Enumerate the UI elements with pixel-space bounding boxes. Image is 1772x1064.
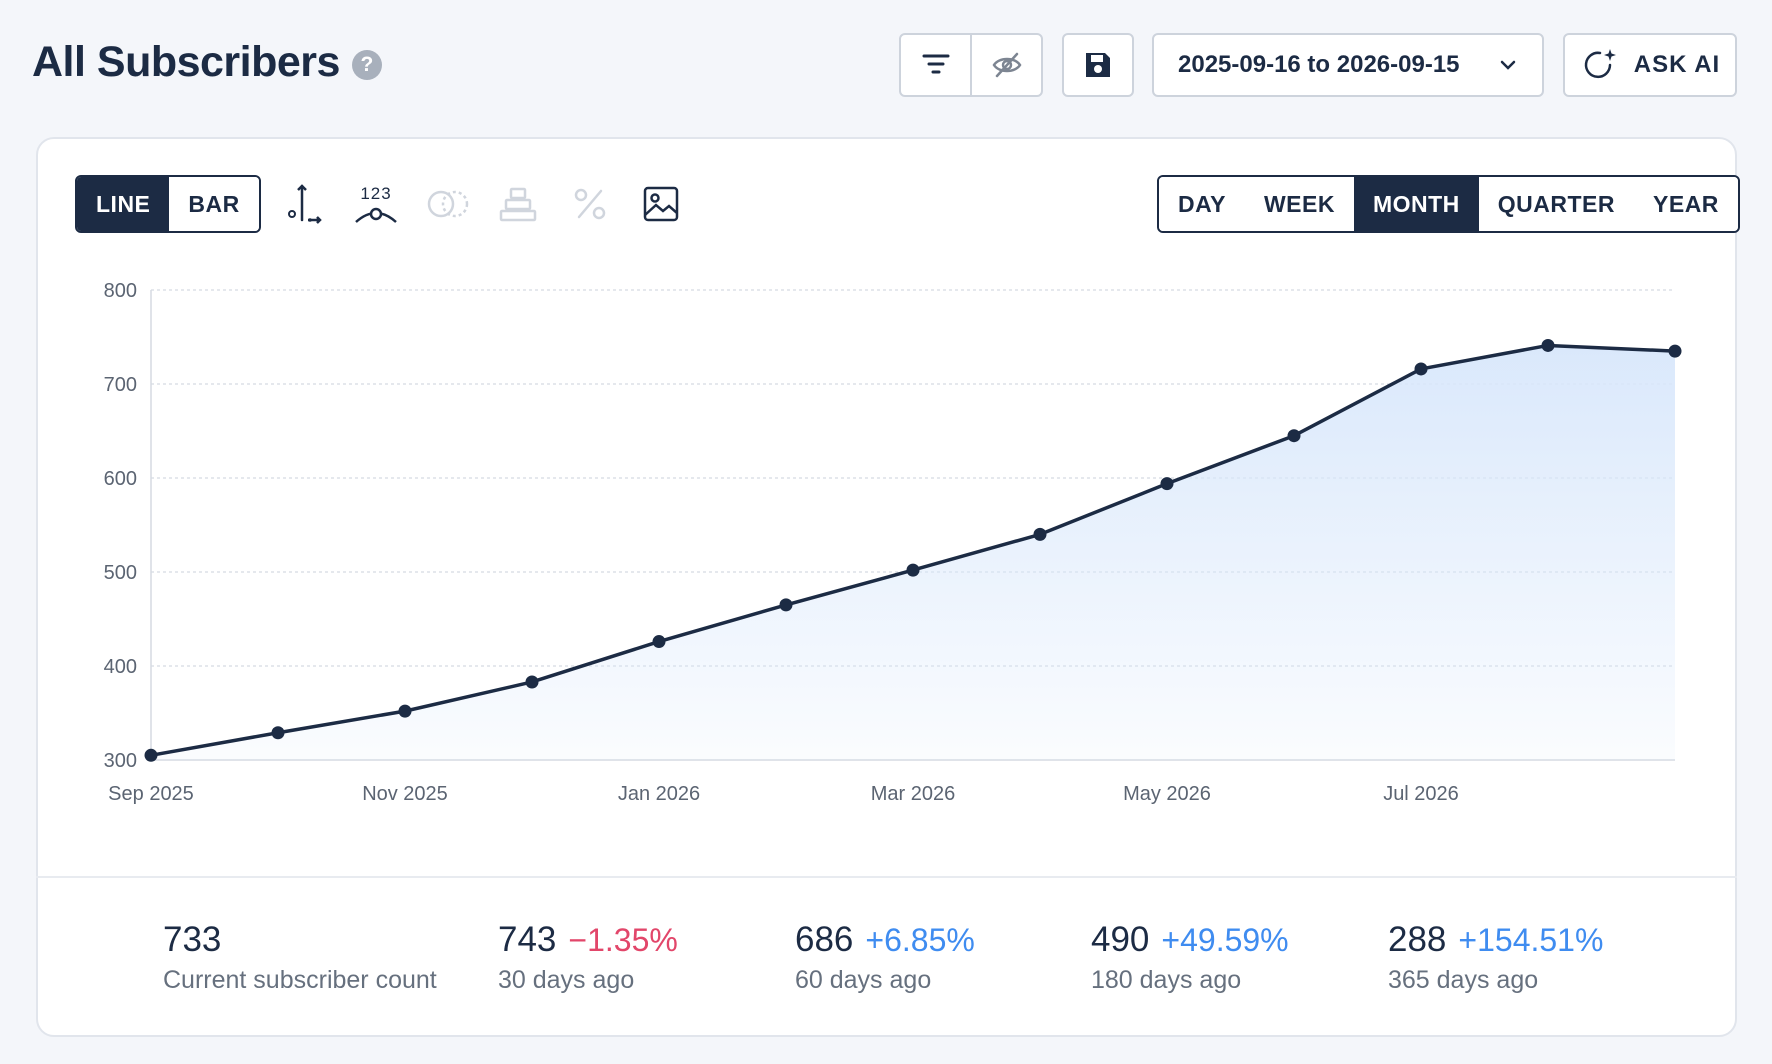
stat-label: Current subscriber count: [163, 966, 437, 994]
stat-value: 490: [1091, 920, 1150, 959]
ai-sparkle-icon: [1584, 49, 1616, 79]
help-icon[interactable]: ?: [351, 49, 382, 80]
stat-180-days: 490 +49.59% 180 days ago: [1091, 920, 1289, 995]
compare-icon: [427, 190, 469, 218]
stat-change: +49.59%: [1161, 922, 1289, 958]
x-tick-label: May 2026: [1123, 783, 1211, 805]
data-labels-badge: 123: [360, 183, 392, 203]
x-tick-label: Nov 2025: [362, 783, 448, 805]
data-point[interactable]: [1668, 344, 1682, 358]
subscribers-line-chart: 300 400 500 600 700 800 Sep 2025 Nov 2025 Jan 20…: [104, 280, 1682, 805]
series-area: [151, 345, 1675, 760]
eye-off-icon: [992, 52, 1021, 78]
data-point[interactable]: [525, 675, 539, 689]
stat-change: +6.85%: [865, 922, 975, 958]
title-row: All Subscribers ?: [32, 38, 382, 87]
period-week[interactable]: WEEK: [1244, 177, 1354, 231]
data-point[interactable]: [652, 635, 666, 649]
filter-icon: [922, 54, 949, 74]
y-tick-label: 800: [104, 280, 137, 302]
filter-button[interactable]: [901, 35, 970, 95]
stat-value: 733: [163, 920, 222, 959]
period-day[interactable]: DAY: [1159, 177, 1245, 231]
y-tick-label: 500: [104, 562, 137, 584]
image-export-button[interactable]: [635, 178, 687, 230]
data-point[interactable]: [1287, 429, 1301, 443]
data-point[interactable]: [1541, 338, 1555, 352]
line-chart-option[interactable]: LINE: [77, 177, 170, 231]
stat-change: −1.35%: [568, 922, 678, 958]
date-range-select[interactable]: 2025-09-16 to 2026-09-15: [1152, 33, 1544, 97]
axis-icon: [288, 184, 322, 224]
x-tick-label: Mar 2026: [871, 783, 956, 805]
period-quarter[interactable]: QUARTER: [1478, 177, 1635, 231]
stat-label: 180 days ago: [1091, 966, 1242, 994]
ask-ai-label: ASK AI: [1633, 51, 1721, 78]
data-labels-button[interactable]: 123: [350, 178, 402, 230]
x-tick-label: Jan 2026: [618, 783, 700, 805]
chevron-down-icon: [1500, 60, 1516, 70]
date-range-value: 2025-09-16 to 2026-09-15: [1178, 51, 1460, 78]
chart-type-toggle: LINE BAR: [75, 175, 261, 233]
stack-icon: [499, 187, 537, 222]
axis-tool-button[interactable]: [276, 178, 328, 230]
stat-365-days: 288 +154.51% 365 days ago: [1388, 920, 1603, 995]
y-tick-label: 600: [104, 468, 137, 490]
stat-change: +154.51%: [1458, 922, 1604, 958]
data-point[interactable]: [1033, 527, 1047, 541]
period-toggle: DAY WEEK MONTH QUARTER YEAR: [1157, 175, 1740, 233]
compare-button[interactable]: [422, 178, 474, 230]
x-tick-label: Jul 2026: [1383, 783, 1459, 805]
save-icon: [1086, 53, 1110, 77]
stat-value: 288: [1388, 920, 1447, 959]
period-month[interactable]: MONTH: [1353, 177, 1479, 231]
stat-label: 365 days ago: [1388, 966, 1539, 994]
percent-button[interactable]: [564, 178, 616, 230]
filter-visibility-group: [899, 33, 1043, 97]
hide-button[interactable]: [970, 35, 1041, 95]
image-export-icon: [643, 186, 679, 222]
data-point[interactable]: [1160, 477, 1174, 491]
percent-icon: [574, 188, 606, 220]
y-tick-label: 700: [104, 374, 137, 396]
stack-button[interactable]: [492, 178, 544, 230]
stat-value: 743: [498, 920, 557, 959]
save-button[interactable]: [1062, 33, 1134, 97]
stat-label: 60 days ago: [795, 966, 932, 994]
y-tick-label: 300: [104, 750, 137, 772]
page-title: All Subscribers: [32, 38, 340, 86]
bar-chart-option[interactable]: BAR: [169, 177, 259, 231]
stat-value: 686: [795, 920, 854, 959]
x-tick-label: Sep 2025: [108, 783, 194, 805]
data-point[interactable]: [144, 748, 158, 762]
stat-30-days: 743 −1.35% 30 days ago: [498, 920, 678, 995]
ask-ai-button[interactable]: ASK AI: [1563, 33, 1737, 97]
stat-60-days: 686 +6.85% 60 days ago: [795, 920, 975, 995]
stat-current: 733 Current subscriber count: [163, 920, 437, 995]
data-point[interactable]: [906, 563, 920, 577]
data-point[interactable]: [398, 704, 412, 718]
period-year[interactable]: YEAR: [1634, 177, 1738, 231]
data-point[interactable]: [271, 726, 285, 740]
data-point[interactable]: [1414, 362, 1428, 376]
stat-label: 30 days ago: [498, 966, 635, 994]
data-point[interactable]: [779, 598, 793, 612]
stats-divider: [36, 876, 1737, 878]
y-tick-label: 400: [104, 656, 137, 678]
data-labels-icon: [355, 207, 397, 223]
